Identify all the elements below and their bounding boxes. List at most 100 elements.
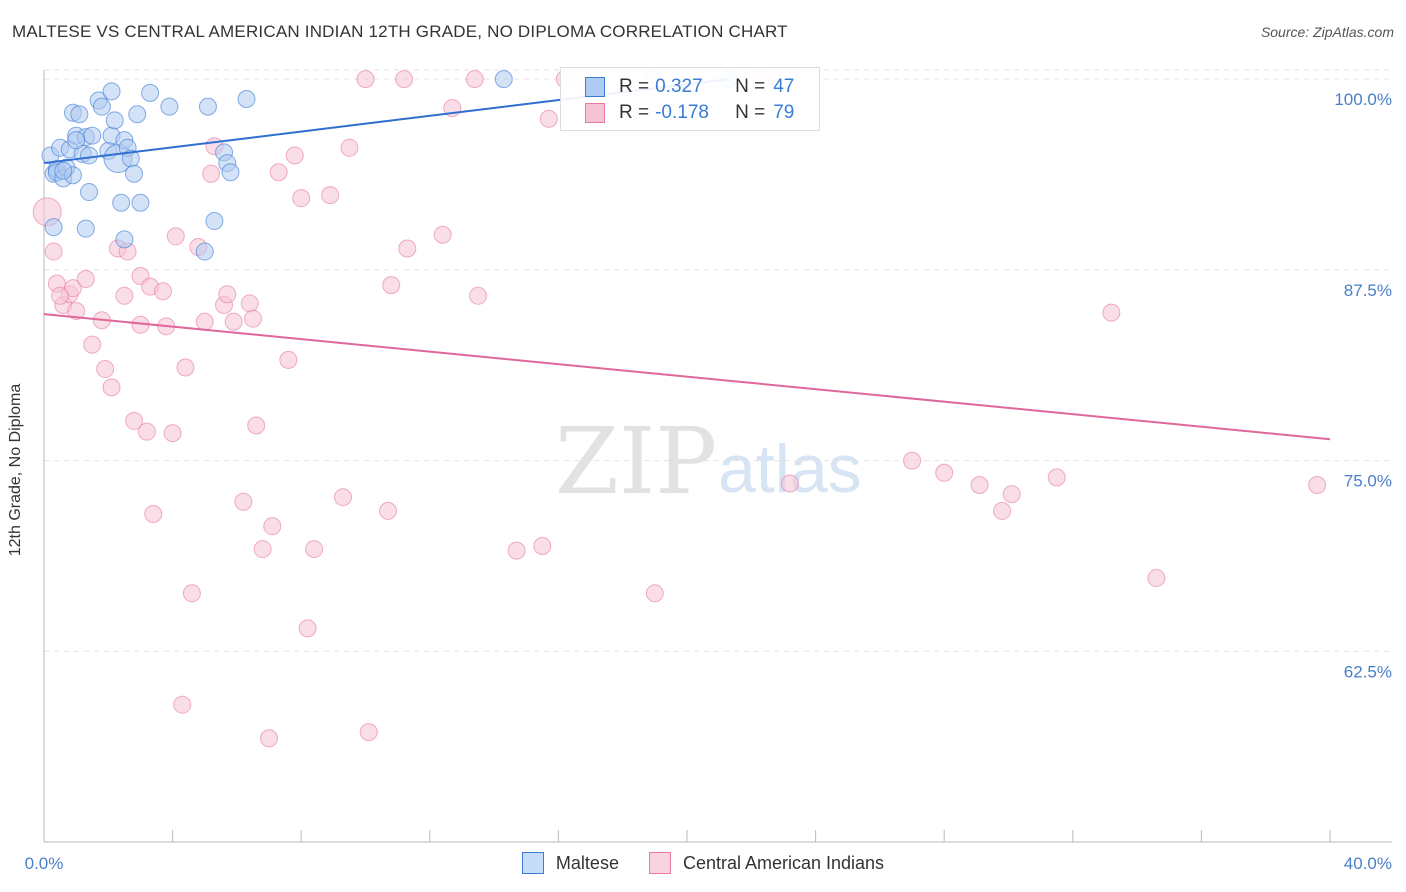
central-american-indians-point[interactable] [645,584,664,603]
central-american-indians-point[interactable] [780,474,799,493]
central-american-indians-point[interactable] [263,517,282,536]
maltese-point[interactable] [198,97,217,116]
maltese-point[interactable] [54,161,73,180]
central-american-indians-point[interactable] [247,416,266,435]
central-american-indians-point[interactable] [359,723,378,742]
central-american-indians-point[interactable] [96,360,115,379]
maltese-point[interactable] [112,193,131,212]
maltese-point[interactable] [125,164,144,183]
maltese-point[interactable] [115,230,134,249]
maltese-point[interactable] [80,183,99,202]
central-american-indians-point[interactable] [83,335,102,354]
legend-swatch-central-american-indians [648,852,671,874]
central-american-indians-point[interactable] [269,163,288,182]
central-american-indians-point[interactable] [260,729,279,748]
central-american-indians-point[interactable] [44,242,63,261]
maltese-point[interactable] [128,105,147,124]
central-american-indians-point[interactable] [395,70,414,89]
legend-r-value-maltese: 0.327 [655,76,703,97]
maltese-point[interactable] [221,163,240,182]
central-american-indians-point[interactable] [67,302,86,321]
maltese-point[interactable] [131,193,150,212]
maltese-point[interactable] [494,70,513,89]
central-american-indians-point[interactable] [507,541,526,560]
central-american-indians-point[interactable] [279,350,298,369]
central-american-indians-point[interactable] [398,239,417,258]
central-american-indians-point[interactable] [253,540,272,559]
central-american-indians-point[interactable] [176,358,195,377]
maltese-point[interactable] [70,105,89,124]
maltese-point[interactable] [102,82,121,101]
central-american-indians-point[interactable] [533,537,552,556]
central-american-indians-point[interactable] [240,294,259,313]
central-american-indians-point[interactable] [182,584,201,603]
maltese-point[interactable] [141,83,160,102]
central-american-indians-point[interactable] [234,492,253,511]
central-american-indians-point[interactable] [195,312,214,331]
maltese-point[interactable] [67,131,86,150]
maltese-point[interactable] [160,97,179,116]
maltese-point[interactable] [76,219,95,238]
central-american-indians-point[interactable] [465,70,484,89]
central-american-indians-point[interactable] [970,475,989,494]
central-american-indians-point[interactable] [115,286,134,305]
maltese-point[interactable] [44,218,63,237]
central-american-indians-point[interactable] [433,225,452,244]
central-american-indians-point[interactable] [1047,468,1066,487]
central-american-indians-point[interactable] [153,282,172,301]
central-american-indians-point[interactable] [202,164,221,183]
central-american-indians-point[interactable] [224,312,243,331]
central-american-indians-point[interactable] [333,488,352,507]
central-american-indians-point[interactable] [166,227,185,246]
central-american-indians-point[interactable] [903,451,922,470]
trend-lines [43,78,1331,441]
maltese-point[interactable] [205,212,224,231]
maltese-point[interactable] [80,146,99,165]
central-american-indians-point[interactable] [1147,569,1166,588]
legend-item-central-american-indians[interactable]: Central American Indians [648,852,884,874]
central-american-indians-point[interactable] [298,619,317,638]
watermark-atlas: atlas [718,431,862,507]
legend-item-maltese[interactable]: Maltese [521,852,619,874]
central-american-indians-point[interactable] [321,186,340,205]
central-american-indians-point[interactable] [76,270,95,289]
central-american-indians-point[interactable] [1308,475,1327,494]
central-american-indians-point[interactable] [993,501,1012,520]
maltese-points [41,70,738,261]
central-american-indians-point[interactable] [243,309,262,328]
central-american-indians-point[interactable] [356,70,375,89]
central-american-indians-point[interactable] [173,695,192,714]
maltese-point[interactable] [92,97,111,116]
legend-swatch-maltese [521,852,544,874]
legend-swatch-central-american-indians [585,103,605,123]
central-american-indians-point[interactable] [285,146,304,165]
y-tick-label: 62.5% [1344,662,1392,681]
y-axis-label: 12th Grade, No Diploma [7,383,24,557]
central-american-indians-point[interactable] [102,378,121,397]
central-american-indians-point[interactable] [1102,303,1121,322]
central-american-indians-point[interactable] [539,109,558,128]
central-american-indians-point[interactable] [144,504,163,523]
central-american-indians-point[interactable] [137,422,156,441]
central-american-indians-point[interactable] [125,411,144,430]
central-american-indians-point[interactable] [469,286,488,305]
central-american-indians-point[interactable] [340,138,359,157]
central-american-indians-point[interactable] [218,285,237,304]
central-american-indians-point[interactable] [292,189,311,208]
legend-r-label: R = [619,102,650,123]
central-american-indians-point[interactable] [935,463,954,482]
central-american-indians-point[interactable] [163,424,182,443]
central-american-indians-point[interactable] [1002,485,1021,504]
maltese-point[interactable] [105,111,124,130]
central-american-indians-point[interactable] [382,276,401,295]
legend-n-value-maltese: 47 [773,76,795,97]
maltese-point[interactable] [83,126,102,145]
central-american-indians-point[interactable] [51,286,70,305]
maltese-point[interactable] [237,89,256,108]
central-american-indians-point[interactable] [379,501,398,520]
x-tick-label-min: 0.0% [25,854,64,873]
y-tick-label: 87.5% [1344,281,1392,300]
maltese-point[interactable] [195,242,214,261]
central-american-indians-point[interactable] [305,540,324,559]
